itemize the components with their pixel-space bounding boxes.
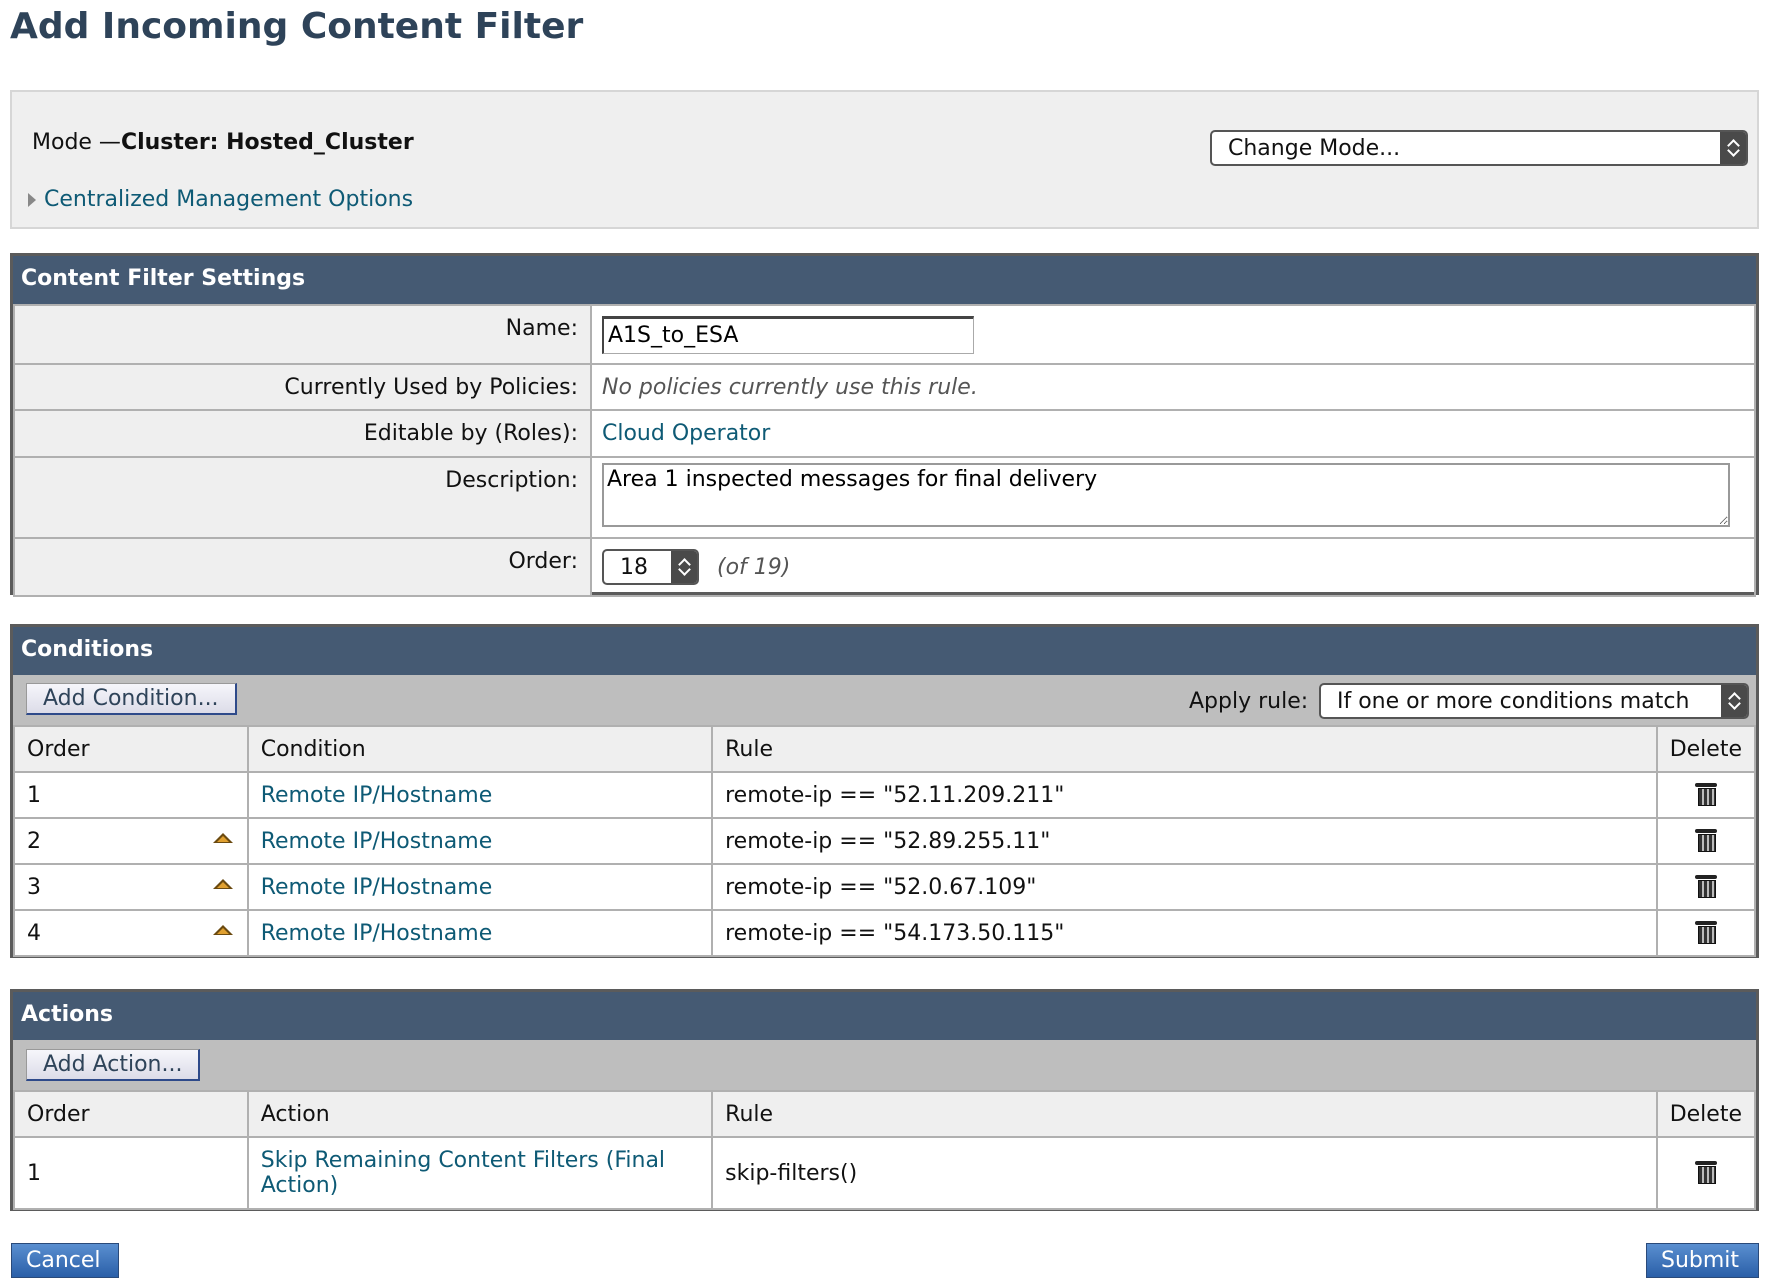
apply-rule-value: If one or more conditions match bbox=[1337, 688, 1690, 714]
apply-rule-label: Apply rule: bbox=[1189, 689, 1309, 714]
conditions-toolbar: Add Condition... Apply rule: If one or m… bbox=[13, 675, 1756, 725]
move-up-icon[interactable] bbox=[212, 879, 233, 889]
mode-value: Cluster: Hosted_Cluster bbox=[120, 130, 414, 155]
row-order: 1 bbox=[13, 1136, 249, 1210]
table-row: 2 Remote IP/Hostname remote-ip == "52.89.2… bbox=[13, 817, 1757, 865]
name-input[interactable] bbox=[602, 315, 974, 354]
centralized-options-toggle[interactable]: Centralized Management Options bbox=[28, 187, 413, 212]
add-condition-button[interactable]: Add Condition... bbox=[26, 683, 237, 715]
change-mode-select[interactable]: Change Mode... bbox=[1210, 130, 1748, 166]
row-rule: remote-ip == "52.0.67.109" bbox=[711, 863, 1658, 911]
conditions-table: Order Condition Rule Delete 1 Remote IP/Host… bbox=[13, 725, 1757, 957]
row-rule: remote-ip == "52.11.209.211" bbox=[711, 771, 1658, 819]
col-condition: Condition bbox=[246, 725, 714, 773]
row-order: 3 bbox=[27, 874, 41, 900]
row-rule: skip-filters() bbox=[711, 1136, 1658, 1210]
trash-icon[interactable] bbox=[1694, 918, 1717, 944]
condition-link[interactable]: Remote IP/Hostname bbox=[260, 828, 493, 854]
col-delete: Delete bbox=[1655, 725, 1757, 773]
order-label: Order: bbox=[13, 537, 592, 597]
table-row: 3 Remote IP/Hostname remote-ip == "52.0.67… bbox=[13, 863, 1757, 911]
expand-triangle-icon bbox=[28, 192, 36, 207]
col-delete: Delete bbox=[1655, 1090, 1757, 1138]
row-order: 2 bbox=[27, 828, 41, 854]
row-rule: remote-ip == "54.173.50.115" bbox=[711, 909, 1658, 957]
add-action-button[interactable]: Add Action... bbox=[26, 1049, 201, 1081]
table-row: 1 Remote IP/Hostname remote-ip == "52.11.2… bbox=[13, 771, 1757, 819]
apply-rule-select[interactable]: If one or more conditions match bbox=[1319, 683, 1749, 719]
description-textarea[interactable]: Area 1 inspected messages for final deli… bbox=[602, 462, 1730, 527]
col-action: Action bbox=[246, 1090, 714, 1138]
move-up-icon[interactable] bbox=[212, 833, 233, 843]
used-value: No policies currently use this rule. bbox=[590, 363, 1756, 411]
mode-panel: Mode —Cluster: Hosted_Cluster Change Mod… bbox=[10, 90, 1759, 229]
mode-info: Mode —Cluster: Hosted_Cluster bbox=[32, 130, 414, 155]
condition-link[interactable]: Remote IP/Hostname bbox=[260, 874, 493, 900]
row-order: 1 bbox=[13, 771, 249, 819]
condition-link[interactable]: Remote IP/Hostname bbox=[260, 920, 493, 946]
trash-icon[interactable] bbox=[1694, 1158, 1717, 1184]
condition-link[interactable]: Remote IP/Hostname bbox=[260, 782, 493, 808]
trash-icon[interactable] bbox=[1694, 872, 1717, 898]
mode-label: Mode — bbox=[32, 130, 121, 155]
row-order: 4 bbox=[27, 920, 41, 946]
col-order: Order bbox=[13, 1090, 249, 1138]
action-link[interactable]: Skip Remaining Content Filters (Final Ac… bbox=[260, 1148, 666, 1198]
description-label: Description: bbox=[13, 456, 592, 539]
actions-toolbar: Add Action... bbox=[13, 1040, 1756, 1090]
centralized-options-link[interactable]: Centralized Management Options bbox=[44, 187, 414, 212]
order-of: (of 19) bbox=[717, 554, 791, 580]
change-mode-value: Change Mode... bbox=[1228, 135, 1401, 161]
select-arrows-icon bbox=[1720, 132, 1746, 164]
col-order: Order bbox=[13, 725, 249, 773]
order-value: 18 bbox=[620, 554, 648, 580]
actions-panel: Actions Add Action... Order Action Rule Del… bbox=[10, 989, 1759, 1211]
conditions-panel: Conditions Add Condition... Apply rule: … bbox=[10, 624, 1759, 958]
trash-icon[interactable] bbox=[1694, 826, 1717, 852]
submit-button[interactable]: Submit bbox=[1646, 1243, 1759, 1278]
roles-link[interactable]: Cloud Operator bbox=[602, 421, 771, 446]
roles-label: Editable by (Roles): bbox=[13, 409, 592, 458]
order-select[interactable]: 18 bbox=[602, 549, 699, 585]
col-rule: Rule bbox=[711, 1090, 1658, 1138]
content-filter-settings-panel: Content Filter Settings Name: Currently … bbox=[10, 253, 1759, 597]
row-rule: remote-ip == "52.89.255.11" bbox=[711, 817, 1658, 865]
actions-table: Order Action Rule Delete 1 Skip Remaining Co… bbox=[13, 1090, 1757, 1210]
page-title: Add Incoming Content Filter bbox=[10, 6, 584, 47]
select-arrows-icon bbox=[1721, 685, 1747, 717]
move-up-icon[interactable] bbox=[212, 925, 233, 935]
settings-header: Content Filter Settings bbox=[13, 256, 1756, 304]
name-label: Name: bbox=[13, 304, 592, 365]
table-row: 4 Remote IP/Hostname remote-ip == "54.173.… bbox=[13, 909, 1757, 957]
used-label: Currently Used by Policies: bbox=[13, 363, 592, 411]
select-arrows-icon bbox=[671, 551, 697, 583]
conditions-header: Conditions bbox=[13, 627, 1756, 675]
col-rule: Rule bbox=[711, 725, 1658, 773]
trash-icon[interactable] bbox=[1694, 780, 1717, 806]
actions-header: Actions bbox=[13, 992, 1756, 1040]
cancel-button[interactable]: Cancel bbox=[11, 1243, 119, 1278]
table-row: 1 Skip Remaining Content Filters (Final A… bbox=[13, 1136, 1757, 1210]
